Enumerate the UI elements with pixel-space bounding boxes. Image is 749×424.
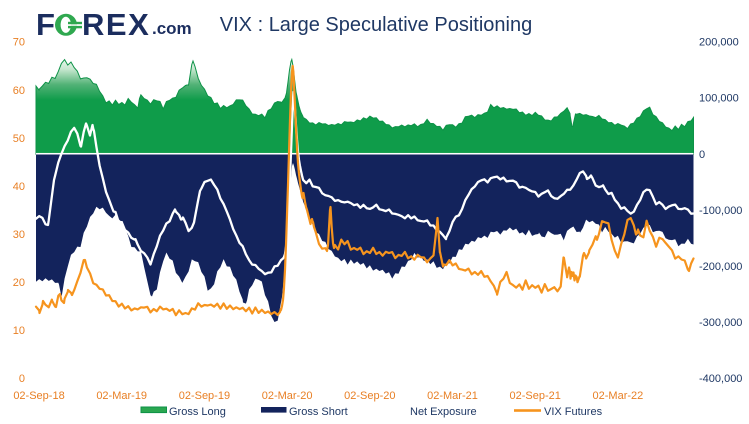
svg-text:02-Mar-21: 02-Mar-21: [427, 390, 478, 402]
svg-text:10: 10: [13, 325, 25, 337]
svg-text:-300,000: -300,000: [699, 317, 742, 329]
svg-text:Gross Short: Gross Short: [289, 406, 348, 418]
svg-text:0: 0: [699, 149, 705, 161]
svg-text:F: F: [36, 7, 55, 42]
svg-text:02-Sep-21: 02-Sep-21: [510, 390, 561, 402]
svg-text:Gross Long: Gross Long: [169, 406, 226, 418]
svg-text:02-Mar-22: 02-Mar-22: [593, 390, 644, 402]
svg-text:02-Mar-20: 02-Mar-20: [262, 390, 313, 402]
svg-text:.com: .com: [152, 19, 192, 38]
svg-text:REX: REX: [82, 7, 150, 42]
svg-text:02-Sep-20: 02-Sep-20: [344, 390, 395, 402]
svg-text:40: 40: [13, 181, 25, 193]
svg-text:VIX : Large Speculative Positi: VIX : Large Speculative Positioning: [220, 14, 532, 36]
svg-text:-200,000: -200,000: [699, 261, 742, 273]
svg-text:Net Exposure: Net Exposure: [410, 406, 477, 418]
svg-text:02-Mar-19: 02-Mar-19: [96, 390, 147, 402]
svg-text:0: 0: [19, 373, 25, 385]
svg-text:20: 20: [13, 277, 25, 289]
svg-text:100,000: 100,000: [699, 93, 739, 105]
svg-text:02-Sep-19: 02-Sep-19: [179, 390, 230, 402]
svg-text:30: 30: [13, 229, 25, 241]
svg-text:60: 60: [13, 85, 25, 97]
svg-text:50: 50: [13, 133, 25, 145]
svg-text:70: 70: [13, 37, 25, 49]
svg-text:-400,000: -400,000: [699, 373, 742, 385]
svg-text:-100,000: -100,000: [699, 205, 742, 217]
svg-text:02-Sep-18: 02-Sep-18: [13, 390, 64, 402]
svg-text:VIX Futures: VIX Futures: [544, 406, 603, 418]
svg-text:200,000: 200,000: [699, 37, 739, 49]
